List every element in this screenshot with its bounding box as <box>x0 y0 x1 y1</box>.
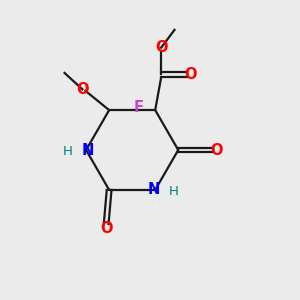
Text: O: O <box>100 221 112 236</box>
Text: H: H <box>63 145 73 158</box>
Text: O: O <box>76 82 88 97</box>
Text: O: O <box>184 67 197 82</box>
Text: O: O <box>155 40 167 55</box>
Text: H: H <box>169 185 178 198</box>
Text: O: O <box>211 142 223 158</box>
Text: N: N <box>81 142 94 158</box>
Text: F: F <box>134 100 144 115</box>
Text: N: N <box>148 182 160 197</box>
